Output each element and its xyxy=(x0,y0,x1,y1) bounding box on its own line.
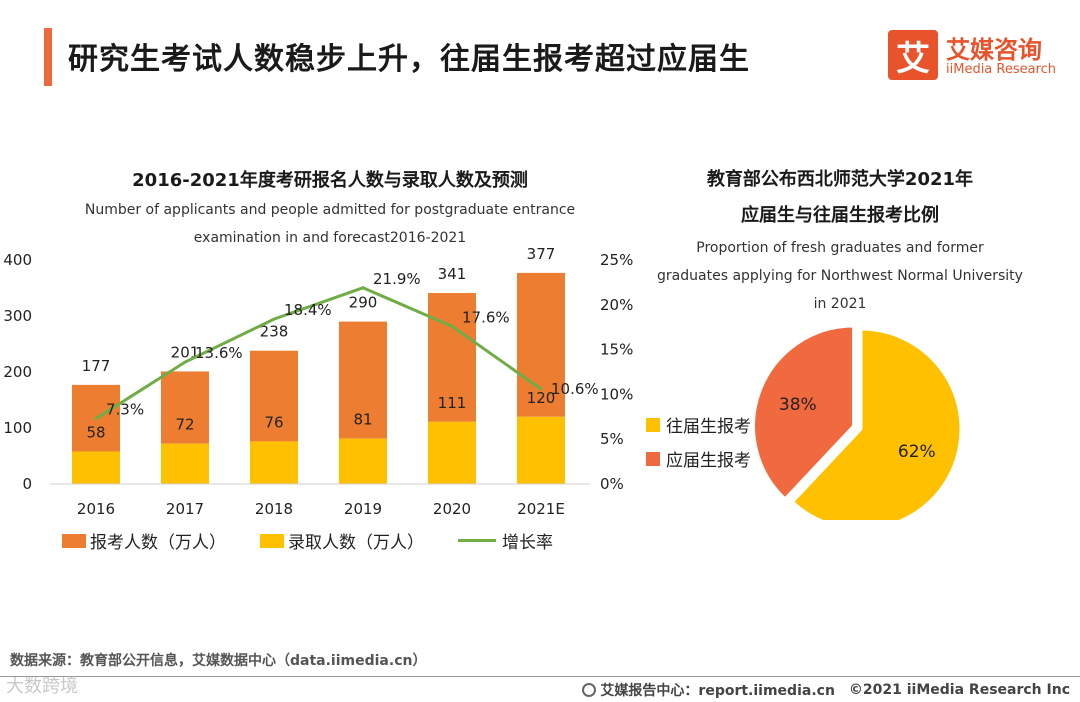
legend-label-applicants: 报考人数（万人） xyxy=(90,533,226,553)
pie-chart-title-block: 教育部公布西北师范大学2021年 应届生与往届生报考比例 Proportion … xyxy=(640,166,1040,318)
bar-chart-title-block: 2016-2021年度考研报名人数与录取人数及预测 Number of appl… xyxy=(30,166,630,252)
bar-value-label-admitted: 81 xyxy=(353,411,372,429)
legend-swatch-growth xyxy=(458,539,496,542)
growth-line xyxy=(95,286,542,420)
bar-chart-subtitle-line2: examination in and forecast2016-2021 xyxy=(193,230,467,246)
bar-chart-title: 2016-2021年度考研报名人数与录取人数及预测 xyxy=(132,170,528,191)
bar-value-label-admitted: 58 xyxy=(86,424,105,442)
pie-chart-subtitle-line1: Proportion of fresh graduates and former xyxy=(696,240,984,256)
legend-label-growth: 增长率 xyxy=(502,533,553,553)
y-tick-label: 400 xyxy=(3,251,32,269)
growth-point xyxy=(183,360,187,364)
bar-applicants xyxy=(250,350,298,442)
bar-value-label-applicants: 377 xyxy=(527,245,556,263)
bar-line-chart: 0 100 200 300 400 0% 5% 10% 15% 20% 25% 177 58 2016 20… xyxy=(3,245,633,518)
pie-slice-label: 38% xyxy=(779,395,817,415)
y-tick-label: 100 xyxy=(3,419,32,437)
pie-legend-label-former: 往届生报考 xyxy=(666,417,751,437)
bar-applicants xyxy=(517,272,565,417)
y-tick-label: 200 xyxy=(3,363,32,381)
bar-value-label-admitted: 72 xyxy=(175,416,194,434)
bar-value-label-applicants: 201 xyxy=(171,343,200,361)
bar-value-label-admitted: 76 xyxy=(264,413,283,431)
bar-admitted xyxy=(161,443,209,484)
y2-tick-label: 0% xyxy=(600,475,624,493)
logo-name-cn: 艾媒咨询 xyxy=(946,36,1042,64)
pie-slice-label: 62% xyxy=(898,442,936,462)
bar-value-label-applicants: 341 xyxy=(438,265,467,283)
pie-legend-swatch-fresh xyxy=(646,451,660,466)
title-accent-bar xyxy=(44,28,52,86)
footer-divider xyxy=(0,676,1080,677)
y-tick-label: 0 xyxy=(22,475,32,493)
page-title: 研究生考试人数稳步上升，往届生报考超过应届生 xyxy=(68,42,750,77)
watermark: 大数跨境 xyxy=(6,676,78,697)
x-tick-label: 2017 xyxy=(166,500,204,518)
pie-slice xyxy=(790,327,963,520)
bar-chart-subtitle-line1: Number of applicants and people admitted… xyxy=(84,202,576,218)
bar-value-label-applicants: 290 xyxy=(349,294,378,312)
growth-value-label: 18.4% xyxy=(284,301,332,319)
logo-mark: 艾 xyxy=(896,38,930,79)
bar-value-label-applicants: 238 xyxy=(260,323,289,341)
pie-slice xyxy=(752,324,856,502)
legend-swatch-applicants xyxy=(62,533,86,548)
y-tick-label: 300 xyxy=(3,307,32,325)
y2-tick-label: 15% xyxy=(600,341,633,359)
pie-legend-item-fresh: 应届生报考 xyxy=(646,446,751,471)
pie-chart: 62% 38% xyxy=(752,324,963,520)
x-tick-label: 2020 xyxy=(433,500,471,518)
x-tick-label: 2021E xyxy=(517,500,565,518)
growth-value-label: 17.6% xyxy=(462,308,510,326)
bar-admitted xyxy=(250,441,298,484)
pie-chart-title-line2: 应届生与往届生报考比例 xyxy=(741,205,939,226)
report-center-link[interactable]: 艾媒报告中心：report.iimedia.cn xyxy=(600,683,835,699)
y2-tick-label: 5% xyxy=(600,430,624,448)
bar-admitted xyxy=(517,416,565,484)
x-tick-label: 2019 xyxy=(344,500,382,518)
y2-tick-label: 10% xyxy=(600,385,633,403)
bar-applicants xyxy=(161,371,209,444)
bar-value-label-applicants: 177 xyxy=(82,357,111,375)
bar-value-label-admitted: 111 xyxy=(438,394,467,412)
growth-value-label: 10.6% xyxy=(551,380,599,398)
pie-chart-title-line1: 教育部公布西北师范大学2021年 xyxy=(706,169,974,190)
bar-chart-legend: 报考人数（万人） 录取人数（万人） 增长率 xyxy=(62,528,553,553)
growth-point xyxy=(450,324,454,328)
growth-point xyxy=(539,387,543,391)
copyright: ©2021 iiMedia Research Inc xyxy=(848,682,1070,698)
growth-value-label: 7.3% xyxy=(106,401,144,419)
x-tick-label: 2016 xyxy=(77,500,115,518)
bar-applicants xyxy=(339,321,387,439)
pie-chart-subtitle-line2: graduates applying for Northwest Normal … xyxy=(657,268,1023,284)
pie-chart-subtitle-line3: in 2021 xyxy=(813,296,867,312)
bar-admitted xyxy=(72,451,120,484)
legend-label-admitted: 录取人数（万人） xyxy=(288,533,424,553)
footer: 艾媒报告中心：report.iimedia.cn ©2021 iiMedia R… xyxy=(582,680,1070,700)
growth-point xyxy=(361,286,365,290)
growth-value-label: 21.9% xyxy=(373,270,421,288)
data-source-note: 数据来源：教育部公开信息，艾媒数据中心（data.iimedia.cn） xyxy=(10,653,427,669)
x-tick-label: 2018 xyxy=(255,500,293,518)
logo-name-en: iiMedia Research xyxy=(946,62,1057,77)
bar-applicants xyxy=(428,293,476,422)
legend-swatch-admitted xyxy=(260,533,284,548)
pie-legend-item-former: 往届生报考 xyxy=(646,412,751,437)
growth-value-label: 13.6% xyxy=(195,344,243,362)
y2-tick-label: 25% xyxy=(600,251,633,269)
bar-admitted xyxy=(428,421,476,484)
bar-admitted xyxy=(339,438,387,484)
pie-legend-label-fresh: 应届生报考 xyxy=(666,451,751,471)
y2-tick-label: 20% xyxy=(600,296,633,314)
pie-legend-swatch-former xyxy=(646,417,660,432)
growth-point xyxy=(94,417,98,421)
iimedia-logo-icon: 艾 xyxy=(888,30,938,80)
globe-icon xyxy=(582,683,597,697)
growth-point xyxy=(272,317,276,321)
bar-value-label-admitted: 120 xyxy=(527,389,556,407)
